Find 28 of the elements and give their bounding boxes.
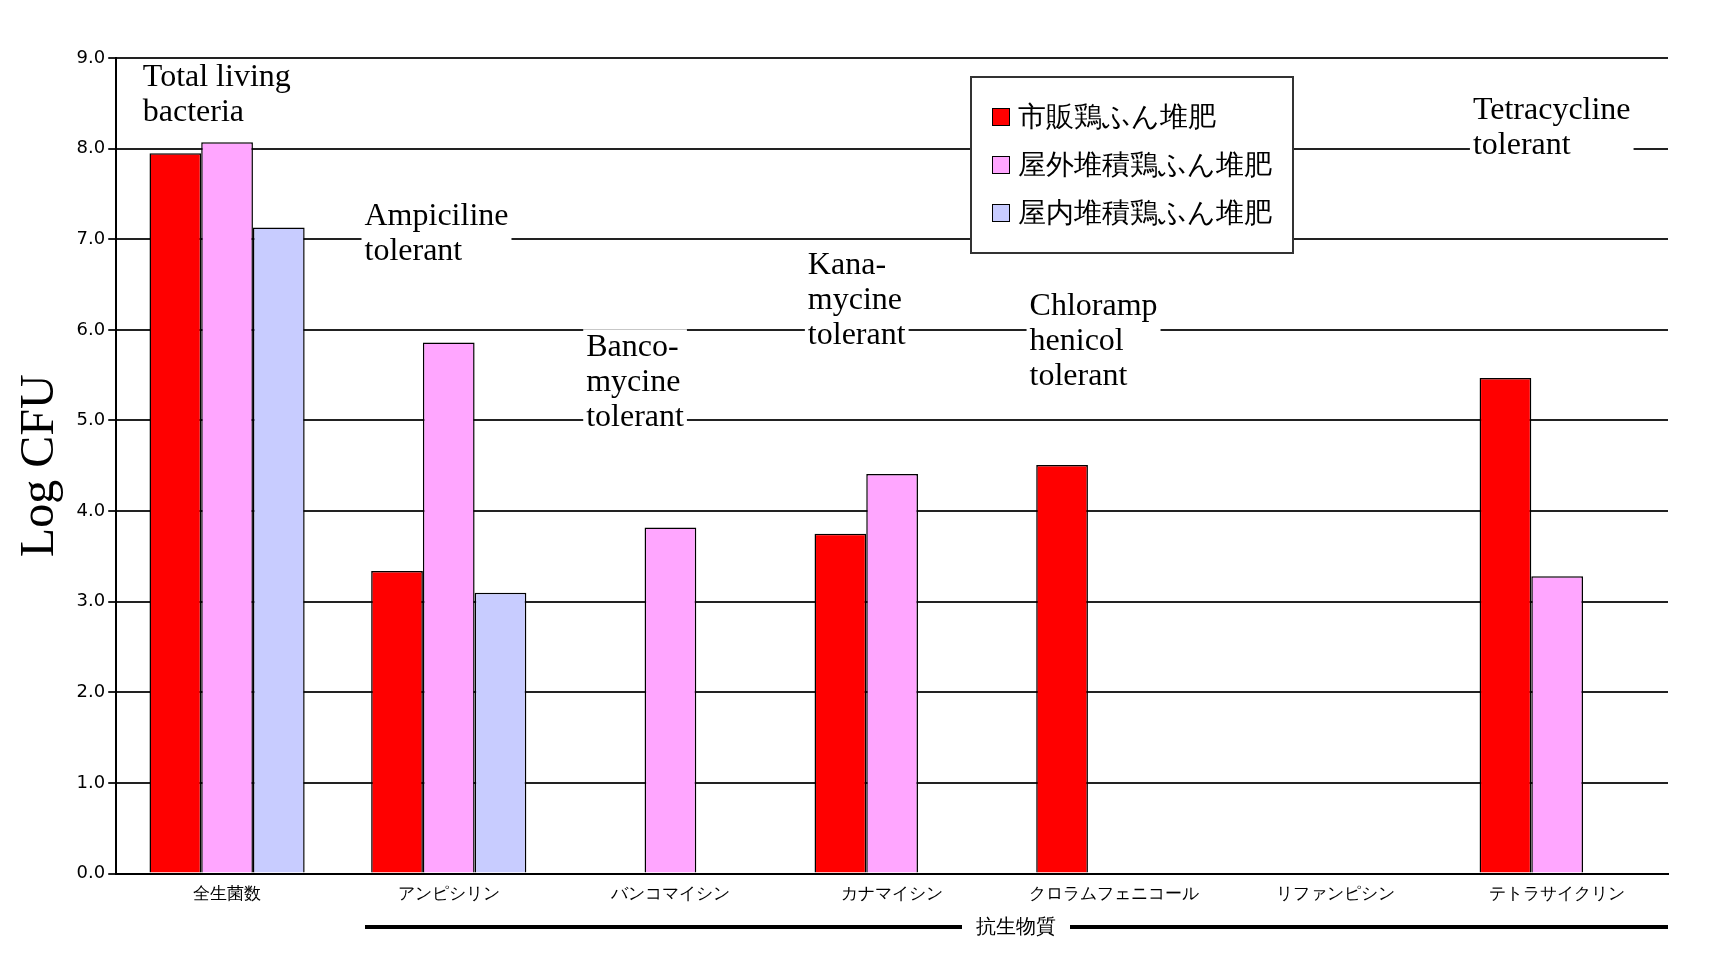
annotation: Total living bacteria — [142, 57, 291, 129]
x-tick-label: バンコマイシン — [609, 883, 730, 904]
annotation: Ampiciline tolerant — [364, 196, 509, 268]
y-tick-label: 7.0 — [76, 226, 106, 248]
y-tick-label: 2.0 — [76, 680, 106, 702]
legend-label: 屋外堆積鶏ふん堆肥 — [1017, 147, 1272, 183]
y-tick-label: 6.0 — [76, 317, 106, 339]
y-tick-label: 3.0 — [76, 589, 106, 611]
y-tick-label: 1.0 — [76, 770, 106, 792]
y-tick-label: 5.0 — [76, 408, 106, 430]
x-tick-label: リファンピシン — [1275, 883, 1395, 904]
x-tick-label: クロラムフェニコール — [1028, 883, 1199, 904]
x-tick-label: テトラサイクリン — [1489, 883, 1626, 904]
y-axis-title: Log CFU — [10, 374, 64, 558]
legend-label: 屋内堆積鶏ふん堆肥 — [1017, 195, 1272, 231]
annotation: Kana- mycine tolerant — [807, 244, 906, 351]
legend-label: 市販鶏ふん堆肥 — [1017, 99, 1216, 135]
x-tick-label: カナマイシン — [841, 883, 944, 904]
x-axis-title: 抗生物質 — [976, 913, 1057, 940]
x-tick-label: 全生菌数 — [193, 883, 262, 904]
y-tick-label: 4.0 — [76, 498, 106, 520]
annotation: Tetracycline tolerant — [1472, 90, 1631, 162]
y-tick-label: 8.0 — [76, 136, 106, 158]
annotation: Chloramp henicol tolerant — [1029, 285, 1158, 392]
x-tick-label: アンピシリン — [397, 883, 500, 904]
y-tick-label: 9.0 — [76, 45, 106, 67]
annotation: Banco- mycine tolerant — [586, 326, 685, 433]
y-tick-label: 0.0 — [76, 861, 106, 883]
